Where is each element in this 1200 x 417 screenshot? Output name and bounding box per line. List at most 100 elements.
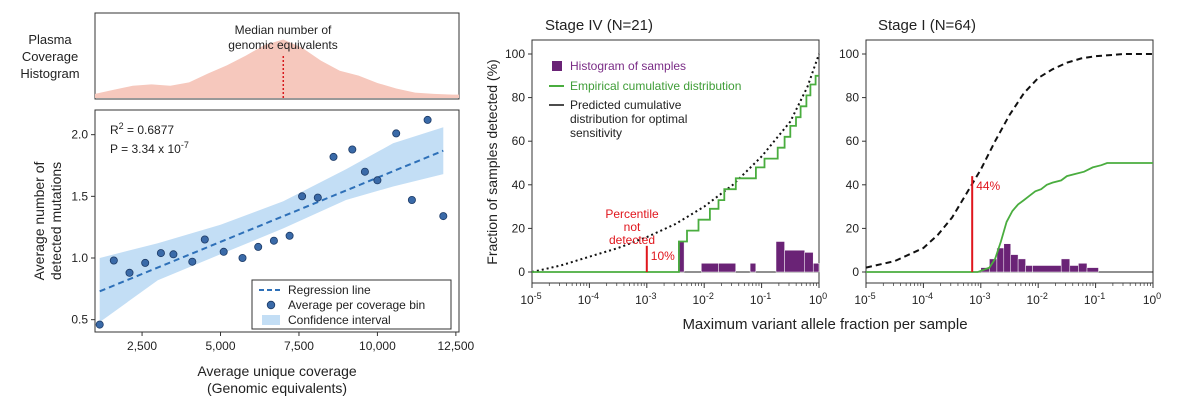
scatter-x-tick-label-0: 2,500: [127, 339, 157, 353]
stage-iv-x-tick-label-2: 10-3: [635, 291, 656, 307]
stage-i-hist-bar-10: [1078, 263, 1088, 273]
scatter-panel: 2,500 5,000 7,500 10,000 12,5000.51.01.52.0 …: [31, 109, 475, 396]
stage-iv-panel: Stage IV (N=21) 10% 0 20 40 60 80 100 10-5 10-4 1…: [484, 17, 827, 307]
stage-iv-hist-bar-5: [784, 249, 805, 273]
stage-iv-y-tick-label-5: 100: [505, 47, 525, 61]
histogram-title-line-2: Coverage: [22, 49, 78, 64]
scatter-x-tick-label-2: 7,500: [284, 339, 314, 353]
stage-i-empirical-curve: [866, 162, 1153, 273]
stage-iv-x-tick-label-3: 10-2: [693, 291, 714, 307]
scatter-point-0: [95, 320, 104, 329]
stage-i-y-tick-label-3: 60: [846, 134, 860, 148]
stage-i-hist-bar-7: [1032, 265, 1062, 273]
median-annotation-line-1: Median number of: [235, 23, 332, 37]
r-squared-label: R: [110, 123, 119, 137]
histogram-title-line-1: Plasma: [28, 32, 72, 47]
scatter-x-label-line-2: (Genomic equivalents): [207, 380, 347, 396]
scatter-x-label-line-1: Average unique coverage: [197, 363, 357, 379]
legend-points-swatch: [266, 300, 276, 310]
stage-i-y-tick-label-0: 0: [852, 265, 859, 279]
scatter-point-14: [313, 193, 322, 202]
stage-iv-hist-bar-2: [718, 263, 736, 273]
stage-i-hist-bar-5: [1017, 258, 1026, 273]
scatter-point-4: [156, 249, 165, 258]
scatter-point-2: [125, 268, 134, 277]
r-squared-sup: 2: [119, 121, 124, 131]
stage-iv-x-tick-label-1: 10-4: [578, 291, 599, 307]
stage-iv-y-label: Fraction of samples detected (%): [484, 59, 500, 264]
stage-i-hist-bar-3: [1003, 243, 1011, 273]
coverage-histogram-panel: Plasma Coverage Histogram Median number …: [20, 12, 460, 100]
scatter-point-10: [254, 242, 263, 251]
stage-i-x-tick-label-0: 10-5: [854, 291, 875, 307]
scatter-x-tick-label-3: 10,000: [359, 339, 396, 353]
scatter-point-19: [392, 129, 401, 138]
stage-iv-hist-bar-1: [701, 263, 719, 273]
stage-i-y-tick-label-5: 100: [839, 47, 859, 61]
legend-predicted-label-line-1: Predicted cumulative: [570, 98, 682, 112]
stage-i-y-tick-label-1: 20: [846, 221, 860, 235]
stage-iv-hist-bar-7: [813, 263, 820, 273]
r-squared-value: = 0.6877: [124, 123, 175, 137]
scatter-point-1: [109, 256, 118, 265]
scatter-y-label-line-1: Average number of: [31, 161, 47, 280]
stage-i-panel: Stage I (N=64) 44% 0 20 40 60 80 100 10-5 10-4 10…: [839, 17, 1161, 307]
scatter-point-11: [269, 236, 278, 245]
stage-iv-legend: Histogram of samples Empirical cumulativ…: [549, 59, 741, 140]
scatter-x-tick-label-1: 5,000: [206, 339, 236, 353]
stage-iv-y-tick-label-3: 60: [512, 134, 526, 148]
legend-predicted-label-line-3: sensitivity: [570, 126, 622, 140]
stage-i-y-tick-label-2: 40: [846, 178, 860, 192]
scatter-point-17: [360, 167, 369, 176]
scatter-point-6: [188, 257, 197, 266]
scatter-point-20: [407, 195, 416, 204]
stage-i-hist-bar-4: [1010, 254, 1019, 273]
stage-iv-y-tick-label-1: 20: [512, 221, 526, 235]
p-value-label: P = 3.34 x 10: [110, 142, 181, 156]
stage-iv-y-tick-label-2: 40: [512, 178, 526, 192]
stage-iv-frame: [531, 39, 820, 284]
confidence-band: [99, 127, 444, 323]
scatter-point-22: [439, 212, 448, 221]
legend-predicted-label-line-2: distribution for optimal: [570, 112, 687, 126]
stage-iv-empirical-curve: [532, 74, 819, 273]
stage-i-x-tick-label-2: 10-3: [969, 291, 990, 307]
stage-iv-x-tick-label-4: 10-1: [750, 291, 771, 307]
scatter-y-label-line-2: detected mutations: [48, 162, 64, 280]
r-squared-text: R2 = 0.6877: [110, 121, 174, 137]
legend-ci-label: Confidence interval: [288, 313, 391, 327]
stage-i-x-tick-label-1: 10-4: [912, 291, 933, 307]
scatter-y-tick-label-2: 1.5: [71, 189, 88, 203]
stage-iv-x-tick-label-5: 100: [809, 291, 827, 307]
stage-iv-y-tick-label-0: 0: [518, 265, 525, 279]
shared-x-label: Maximum variant allele fraction per samp…: [682, 316, 967, 333]
stage-i-y-tick-label-4: 80: [846, 91, 860, 105]
stage-iv-hist-bar-3: [749, 263, 757, 273]
stage-iv-title: Stage IV (N=21): [545, 17, 653, 34]
scatter-point-15: [329, 152, 338, 161]
stage-i-hist-bar-8: [1060, 258, 1071, 273]
scatter-y-tick-label-0: 0.5: [71, 313, 88, 327]
stage-i-x-tick-label-4: 10-1: [1084, 291, 1105, 307]
stage-i-title: Stage I (N=64): [878, 17, 976, 34]
scatter-point-18: [373, 176, 382, 185]
regression-line: [99, 149, 444, 293]
scatter-point-16: [348, 145, 357, 154]
legend-empirical-label: Empirical cumulative distribution: [570, 79, 741, 93]
histogram-title-line-3: Histogram: [20, 66, 79, 81]
scatter-legend: Regression line Average per coverage bin…: [251, 279, 452, 330]
stage-i-x-tick-label-3: 10-2: [1027, 291, 1048, 307]
stage-iv-hist-bar-4: [775, 241, 785, 273]
stage-i-hist-bar-9: [1069, 265, 1079, 273]
p-value-sup: -7: [181, 140, 189, 150]
scatter-y-tick-label-1: 1.0: [71, 251, 88, 265]
scatter-point-7: [200, 235, 209, 244]
scatter-point-5: [169, 250, 178, 259]
stage-i-hist-bar-6: [1025, 265, 1033, 273]
legend-histogram-swatch: [552, 61, 562, 71]
stage-i-frame: [865, 39, 1154, 284]
stage-iv-x-tick-label-0: 10-5: [520, 291, 541, 307]
stage-iv-y-tick-label-4: 80: [512, 91, 526, 105]
scatter-legend-frame: [251, 279, 452, 330]
